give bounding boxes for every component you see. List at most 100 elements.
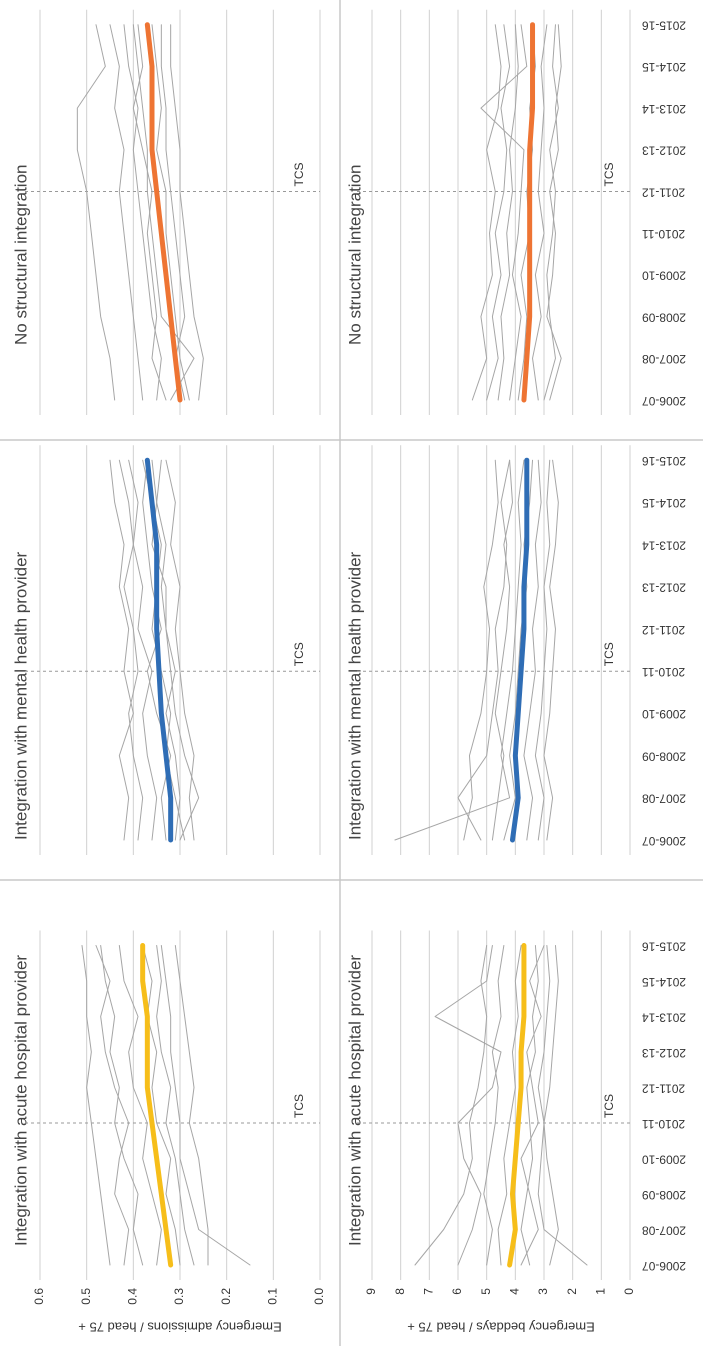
mean-line <box>144 22 183 403</box>
y-tick-label: 4 <box>508 1288 522 1295</box>
provider-line <box>123 24 162 401</box>
provider-line <box>142 945 181 1266</box>
x-tick-label: 2010-11 <box>642 1117 685 1131</box>
x-tick-label: 2015-16 <box>642 19 686 33</box>
y-tick-label: 0.2 <box>219 1288 233 1305</box>
provider-line <box>497 24 519 401</box>
panel-title: Integration with mental health provider <box>11 551 30 840</box>
provider-line <box>523 459 542 841</box>
y-tick-label: 6 <box>450 1288 464 1295</box>
provider-line <box>532 24 548 401</box>
provider-line <box>76 24 116 401</box>
x-tick-label: 2011-12 <box>642 185 685 199</box>
panel-title: No structural integration <box>345 165 364 345</box>
x-tick-label: 2013-14 <box>642 102 686 116</box>
provider-line <box>160 24 186 401</box>
provider-line <box>491 459 513 841</box>
provider-line <box>132 24 167 401</box>
x-tick-label: 2014-15 <box>642 975 686 989</box>
x-tick-label: 2014-15 <box>642 60 686 74</box>
provider-line <box>394 459 525 841</box>
y-tick-label: 2 <box>565 1288 579 1295</box>
provider-line <box>471 24 502 401</box>
x-tick-label: 2006-07 <box>642 394 686 408</box>
y-tick-label: 0.6 <box>32 1288 46 1305</box>
y-axis-title: Emergency admissions / head 75 + <box>78 1320 281 1335</box>
provider-line <box>537 945 588 1266</box>
provider-line <box>165 459 195 841</box>
y-tick-label: 0.4 <box>126 1288 140 1305</box>
x-tick-label: 2015-16 <box>642 454 686 468</box>
annotation-label: TCS <box>602 642 616 666</box>
annotation-label: TCS <box>292 1094 306 1118</box>
provider-line <box>546 24 562 401</box>
panel-title: Integration with acute hospital provider <box>11 955 30 1246</box>
provider-line <box>486 24 511 401</box>
provider-line <box>118 945 162 1266</box>
x-tick-label: 2010-11 <box>642 665 685 679</box>
y-tick-label: 0.3 <box>172 1288 186 1305</box>
panel-title: No structural integration <box>11 165 30 345</box>
y-tick-label: 0 <box>622 1288 636 1295</box>
x-tick-label: 2009-10 <box>642 1152 686 1166</box>
x-tick-label: 2012-13 <box>642 144 686 158</box>
provider-line <box>132 24 195 401</box>
x-tick-label: 2006-07 <box>642 1259 686 1273</box>
provider-line <box>156 945 195 1266</box>
provider-line <box>109 459 134 841</box>
annotation-label: TCS <box>292 163 306 187</box>
provider-line <box>81 945 111 1266</box>
provider-line <box>128 459 158 841</box>
y-tick-label: 7 <box>422 1288 436 1295</box>
y-tick-label: 3 <box>536 1288 550 1295</box>
provider-line <box>543 945 559 1266</box>
y-tick-label: 5 <box>479 1288 493 1295</box>
x-tick-label: 2011-12 <box>642 623 685 637</box>
y-tick-label: 1 <box>594 1288 608 1295</box>
x-tick-label: 2011-12 <box>642 1081 685 1095</box>
mean-line <box>507 943 527 1268</box>
x-tick-label: 2013-14 <box>642 1010 686 1024</box>
mean-line <box>521 22 536 403</box>
x-tick-label: 2013-14 <box>642 538 686 552</box>
annotation-label: TCS <box>602 1094 616 1118</box>
mean-line <box>509 457 530 843</box>
provider-line <box>100 945 144 1266</box>
x-tick-label: 2008-09 <box>642 1188 686 1202</box>
provider-line <box>483 945 505 1266</box>
x-tick-label: 2015-16 <box>642 939 686 953</box>
provider-line <box>543 24 559 401</box>
y-tick-label: 9 <box>364 1288 378 1295</box>
provider-line <box>457 459 511 841</box>
x-tick-label: 2010-11 <box>642 227 685 241</box>
provider-line <box>414 945 488 1266</box>
x-tick-label: 2006-07 <box>642 834 686 848</box>
annotation-label: TCS <box>292 642 306 666</box>
y-tick-label: 0.5 <box>79 1288 93 1305</box>
y-tick-label: 0.1 <box>266 1288 280 1305</box>
provider-line <box>497 945 522 1266</box>
y-tick-label: 8 <box>393 1288 407 1295</box>
mean-line <box>140 943 174 1268</box>
provider-line <box>463 459 499 841</box>
provider-line <box>170 24 204 401</box>
panel-title: Integration with acute hospital provider <box>345 955 364 1246</box>
provider-line <box>543 459 559 841</box>
x-tick-label: 2012-13 <box>642 1046 686 1060</box>
provider-line <box>174 945 209 1266</box>
x-tick-label: 2012-13 <box>642 581 686 595</box>
provider-line <box>109 24 144 401</box>
provider-line <box>118 459 144 841</box>
mean-line <box>144 457 174 843</box>
y-tick-label: 0.0 <box>312 1288 326 1305</box>
provider-line <box>520 945 545 1266</box>
x-tick-label: 2008-09 <box>642 310 686 324</box>
provider-line <box>95 945 130 1266</box>
annotation-label: TCS <box>602 163 616 187</box>
x-tick-label: 2007-08 <box>642 792 686 806</box>
x-tick-label: 2008-09 <box>642 749 686 763</box>
provider-line <box>151 24 190 401</box>
x-tick-label: 2007-08 <box>642 352 686 366</box>
x-tick-label: 2007-08 <box>642 1223 686 1237</box>
